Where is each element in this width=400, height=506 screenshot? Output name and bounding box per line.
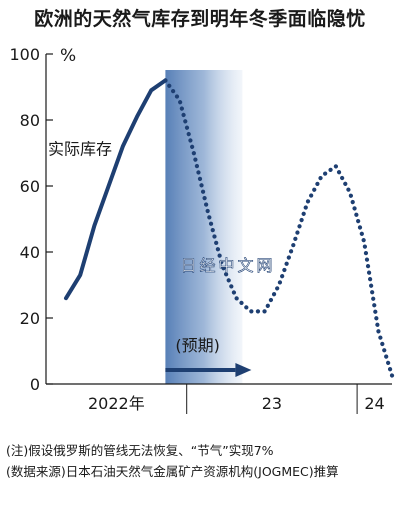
notes: (注)假设俄罗斯的管线无法恢复、“节气”实现7% (数据来源)日本石油天然气金属… — [6, 440, 396, 482]
forecast-shade — [165, 70, 243, 384]
chart-labels: 0 20 40 60 80 100 % 2022年 23 24 实际库存 (预期) 日经中文网 — [9, 45, 384, 413]
x-year-label-1: 23 — [262, 394, 282, 413]
forecast-arrowhead — [235, 363, 252, 377]
axes — [45, 53, 392, 414]
label-forecast: (预期) — [175, 336, 220, 355]
y-tick-label-40: 40 — [20, 243, 40, 262]
note-source: (数据来源)日本石油天然气金属矿产资源机构(JOGMEC)推算 — [6, 464, 339, 479]
y-unit-label: % — [60, 46, 76, 66]
forecast-shade-rect — [165, 70, 243, 384]
watermark-text: 日经中文网 — [180, 256, 275, 275]
chart-title: 欧洲的天然气库存到明年冬季面临隐忧 — [34, 8, 366, 30]
series-line-forecast — [163, 78, 395, 380]
series-line-actual — [64, 78, 168, 301]
note-assumption: (注)假设俄罗斯的管线无法恢复、“节气”实现7% — [6, 443, 274, 458]
y-tick-label-20: 20 — [20, 309, 40, 328]
series-lines — [64, 78, 395, 380]
gas-storage-chart: 0 20 40 60 80 100 % 2022年 23 24 实际库存 (预期) 日经中文网 — [9, 45, 395, 414]
x-year-label-2: 24 — [364, 394, 384, 413]
x-year-label-0: 2022年 — [88, 394, 145, 413]
label-actual-stock: 实际库存 — [48, 140, 112, 159]
y-tick-label-60: 60 — [20, 177, 40, 196]
y-tick-label-0: 0 — [30, 375, 40, 394]
y-tick-label-100: 100 — [9, 45, 40, 64]
y-tick-label-80: 80 — [20, 111, 40, 130]
